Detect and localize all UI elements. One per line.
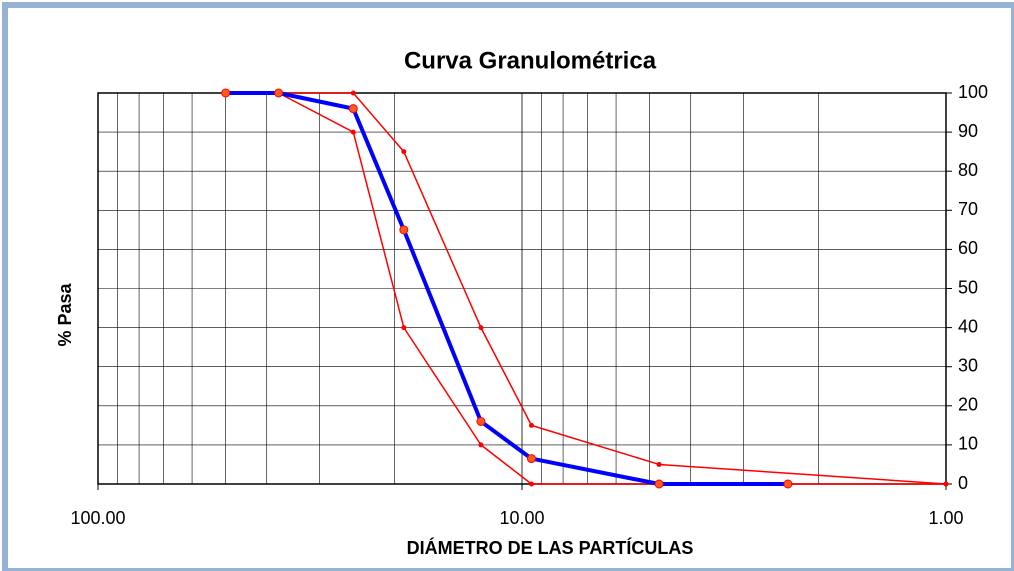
y-tick-label: 80 — [958, 160, 978, 180]
data-point — [783, 479, 793, 489]
x-tick-label: 10.00 — [499, 508, 544, 528]
y-tick-label: 40 — [958, 316, 978, 336]
data-point — [221, 88, 231, 98]
data-point — [528, 422, 534, 428]
y-tick-label: 60 — [958, 238, 978, 258]
y-axis-label: % Pasa — [55, 282, 75, 346]
y-tick-label: 0 — [958, 473, 968, 493]
y-tick-label: 50 — [958, 277, 978, 297]
data-point — [401, 325, 407, 331]
plot-border — [97, 92, 947, 485]
x-tick-label: 100.00 — [70, 508, 125, 528]
data-point — [399, 225, 409, 235]
data-point — [478, 325, 484, 331]
chart-title: Curva Granulométrica — [404, 47, 657, 74]
y-tick-label: 70 — [958, 199, 978, 219]
data-point — [478, 442, 484, 448]
data-point — [401, 149, 407, 155]
y-tick-label: 20 — [958, 395, 978, 415]
data-point — [274, 88, 284, 98]
series-line — [225, 91, 788, 486]
data-point — [476, 416, 486, 426]
data-point — [526, 454, 536, 464]
data-point — [350, 129, 356, 135]
data-point — [350, 90, 356, 96]
y-tick-label: 90 — [958, 121, 978, 141]
data-point — [528, 481, 534, 487]
y-tick-label: 100 — [958, 82, 988, 102]
data-point — [654, 479, 664, 489]
y-tick-label: 10 — [958, 434, 978, 454]
data-point — [348, 104, 358, 114]
data-point — [943, 481, 949, 487]
y-tick-label: 30 — [958, 355, 978, 375]
data-point — [656, 461, 662, 467]
x-axis-label: DIÁMETRO DE LAS PARTÍCULAS — [407, 537, 694, 558]
x-tick-label: 1.00 — [928, 508, 963, 528]
